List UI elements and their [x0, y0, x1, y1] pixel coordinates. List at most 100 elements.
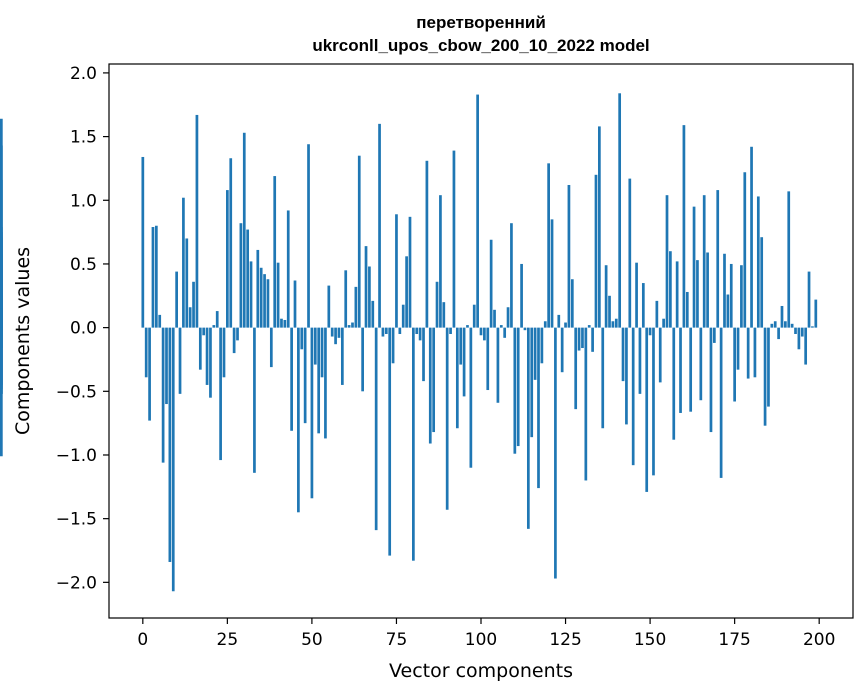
bar — [814, 299, 818, 328]
bar — [533, 327, 537, 380]
bar — [239, 223, 243, 328]
bar — [591, 327, 594, 352]
bar — [753, 327, 757, 378]
bar — [797, 327, 801, 350]
bar — [699, 327, 703, 401]
bar — [499, 325, 503, 328]
bar — [760, 237, 764, 328]
bar — [229, 158, 233, 328]
chart-title-line-2: ukrconll_upos_cbow_200_10_2022 model — [312, 36, 649, 55]
bar — [577, 327, 581, 351]
bar — [226, 190, 229, 328]
bar — [516, 327, 520, 447]
bar — [763, 327, 767, 426]
bar — [726, 294, 730, 328]
bar — [631, 327, 635, 466]
bar — [628, 178, 632, 328]
bar — [557, 314, 561, 328]
bar — [550, 219, 554, 328]
bar — [378, 123, 381, 328]
bar — [263, 274, 266, 328]
bar — [611, 321, 615, 328]
bar — [513, 327, 517, 454]
bar — [719, 327, 723, 478]
bar — [445, 327, 449, 510]
bar — [144, 327, 148, 378]
bar — [662, 318, 665, 328]
bar — [614, 318, 618, 328]
bar — [743, 172, 747, 328]
bar — [804, 327, 808, 365]
bar — [554, 327, 557, 579]
bar — [202, 327, 206, 336]
y-tick-label: 0.5 — [70, 255, 97, 275]
bar — [391, 327, 395, 364]
bar — [587, 325, 591, 328]
bar — [489, 239, 493, 328]
bar — [439, 195, 442, 328]
bar — [486, 327, 490, 391]
bar — [253, 327, 256, 473]
bar — [723, 253, 726, 328]
bar — [337, 327, 341, 338]
bar — [679, 327, 682, 413]
bar — [709, 327, 713, 433]
bar — [493, 309, 496, 328]
bar — [381, 327, 385, 337]
x-tick-label: 200 — [803, 630, 835, 650]
bar — [425, 160, 429, 328]
bar — [682, 125, 686, 328]
bar — [432, 327, 436, 433]
bar — [469, 327, 473, 468]
bar — [526, 327, 530, 529]
bar — [395, 214, 398, 328]
bar — [222, 327, 226, 378]
bar — [733, 327, 736, 402]
bar — [655, 300, 659, 328]
bar — [692, 206, 696, 328]
bar — [246, 229, 250, 328]
bar — [560, 327, 564, 373]
bar — [154, 225, 158, 328]
bar — [317, 327, 321, 434]
x-tick-label: 75 — [386, 630, 408, 650]
bar — [388, 327, 392, 556]
bar — [408, 216, 412, 328]
bar — [212, 325, 216, 328]
bar — [374, 327, 378, 531]
bar — [604, 265, 608, 328]
bar — [219, 327, 222, 461]
bar — [537, 327, 540, 489]
bar — [442, 302, 446, 328]
bar — [141, 156, 145, 328]
bar — [547, 163, 550, 328]
bar — [330, 327, 334, 337]
y-tick-label: 1.5 — [70, 128, 97, 148]
bar — [780, 305, 784, 328]
bar — [0, 327, 3, 457]
bar — [598, 126, 601, 328]
bar — [209, 327, 212, 398]
bar — [740, 265, 743, 328]
bar — [466, 325, 469, 328]
bar — [638, 327, 642, 394]
bar — [371, 300, 375, 328]
bar — [540, 327, 544, 364]
bar — [198, 327, 202, 370]
bar — [280, 318, 283, 328]
x-tick-label: 175 — [718, 630, 750, 650]
x-tick-label: 50 — [301, 630, 323, 650]
bar — [621, 327, 625, 382]
bar — [581, 327, 584, 349]
bar — [188, 307, 192, 328]
bar — [259, 267, 263, 328]
bar — [594, 174, 598, 328]
bar — [750, 146, 753, 328]
bar — [648, 327, 652, 336]
bar — [0, 327, 3, 389]
bar — [182, 197, 185, 328]
y-tick-label: −2.0 — [56, 573, 97, 593]
bar — [398, 327, 402, 334]
bar — [269, 327, 273, 368]
